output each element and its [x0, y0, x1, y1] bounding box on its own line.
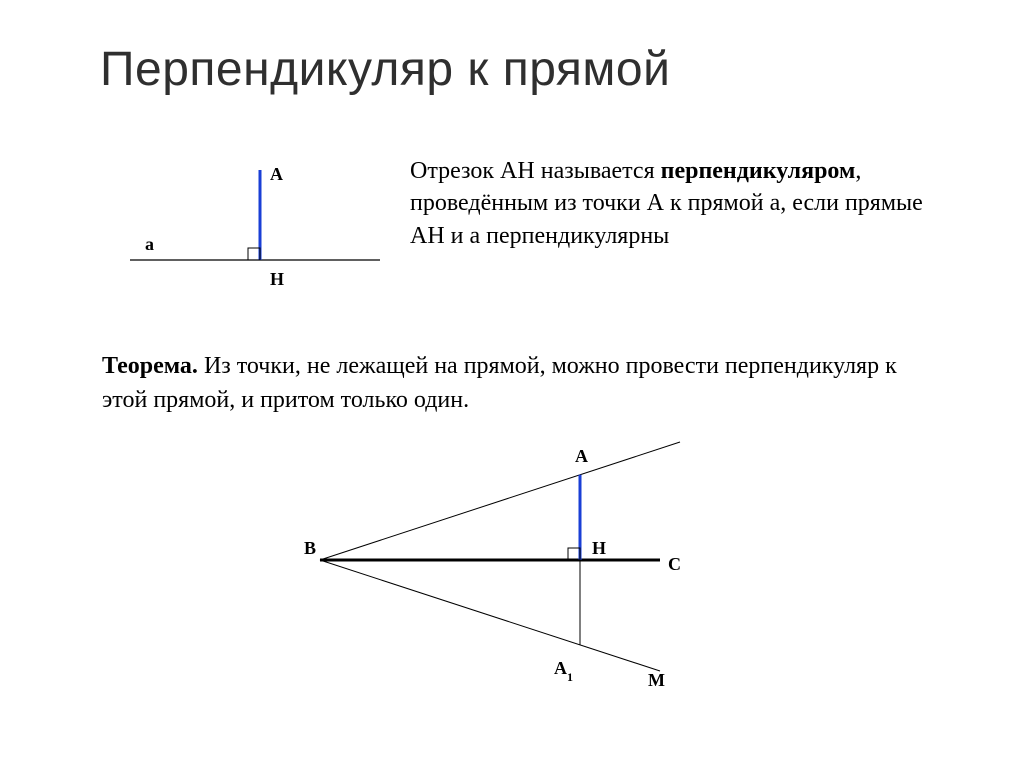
fig2-label-A: А [575, 446, 588, 466]
theorem-body: Из точки, не лежащей на прямой, можно пр… [102, 353, 897, 413]
figure-1-svg: А Н а [120, 150, 390, 310]
fig2-line-BA [320, 442, 680, 560]
fig2-right-angle [568, 548, 580, 560]
figure-1: А Н а [120, 150, 390, 310]
fig1-right-angle [248, 248, 260, 260]
fig2-label-H: Н [592, 538, 606, 558]
page-title: Перпендикуляр к прямой [100, 42, 670, 97]
fig2-label-M: М [648, 670, 665, 690]
fig1-label-a: а [145, 234, 154, 254]
def-part1: Отрезок АН называется [410, 158, 661, 184]
theorem-label: Теорема. [102, 353, 198, 379]
fig2-label-C: С [668, 554, 681, 574]
figure-2-svg: А В Н С М A1 [260, 430, 740, 720]
fig2-line-BM [320, 560, 660, 671]
fig2-label-A1: A1 [554, 658, 573, 684]
fig1-label-H: Н [270, 269, 284, 289]
theorem-text: Теорема. Из точки, не лежащей на прямой,… [102, 350, 922, 417]
figure-2: А В Н С М A1 [260, 430, 740, 720]
fig2-label-B: В [304, 538, 316, 558]
definition-text: Отрезок АН называется перпендикуляром, п… [410, 155, 930, 252]
def-bold: перпендикуляром [661, 158, 856, 184]
slide: Перпендикуляр к прямой Отрезок АН называ… [0, 0, 1024, 767]
fig1-label-A: А [270, 164, 283, 184]
